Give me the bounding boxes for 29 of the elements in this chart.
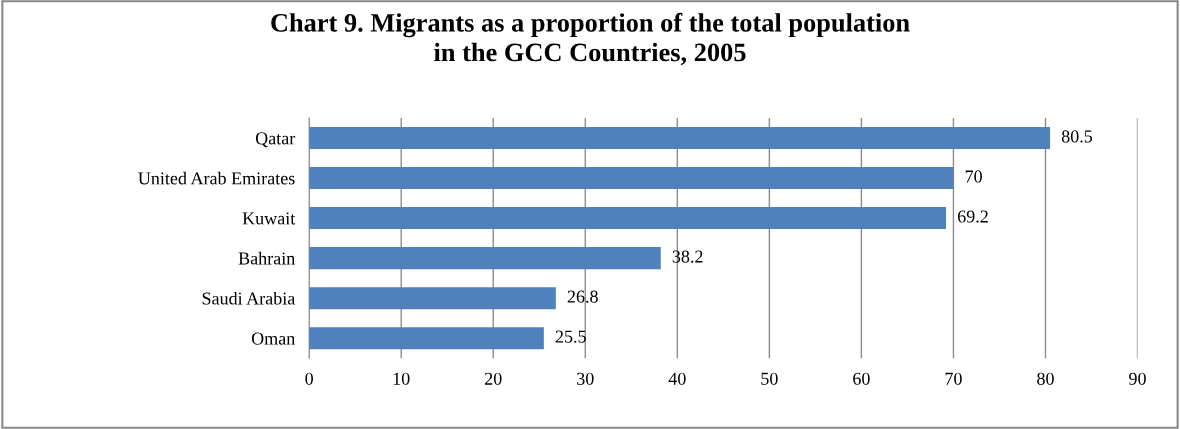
bar [309, 247, 661, 270]
data-label: 80.5 [1061, 130, 1093, 143]
x-tick-label: 20 [485, 372, 502, 385]
chart-title: Chart 9. Migrants as a proportion of the total population in the GCC Countries, 2005 [271, 12, 910, 66]
x-tick-label: 90 [1129, 372, 1146, 385]
x-tick-label: 30 [577, 372, 594, 385]
data-label: 25.5 [555, 330, 586, 343]
bar [309, 327, 544, 350]
x-tick-label: 50 [761, 372, 778, 385]
x-tick-label: 10 [393, 372, 410, 385]
x-tick-label: 80 [1037, 372, 1054, 385]
bar [309, 126, 1051, 150]
x-tick-label: 60 [853, 372, 870, 385]
data-label: 38.2 [672, 250, 703, 263]
bar [309, 207, 947, 230]
bar [309, 287, 556, 310]
x-tick-label: 70 [945, 372, 962, 385]
y-tick-label: Qatar [255, 132, 296, 148]
y-tick-label: Kuwait [242, 212, 296, 225]
bar [309, 167, 954, 190]
y-tick-label: Saudi Arabia [202, 291, 296, 305]
x-tick-label: 40 [668, 372, 686, 385]
data-label: 70 [965, 170, 982, 183]
data-label: 69.2 [957, 210, 988, 223]
y-tick-label: United Arab Emirates [138, 171, 295, 185]
data-label: 26.8 [567, 290, 598, 303]
y-tick-label: Bahrain [238, 251, 295, 265]
y-tick-label: Oman [251, 332, 295, 345]
x-tick-label: 0 [305, 372, 313, 385]
